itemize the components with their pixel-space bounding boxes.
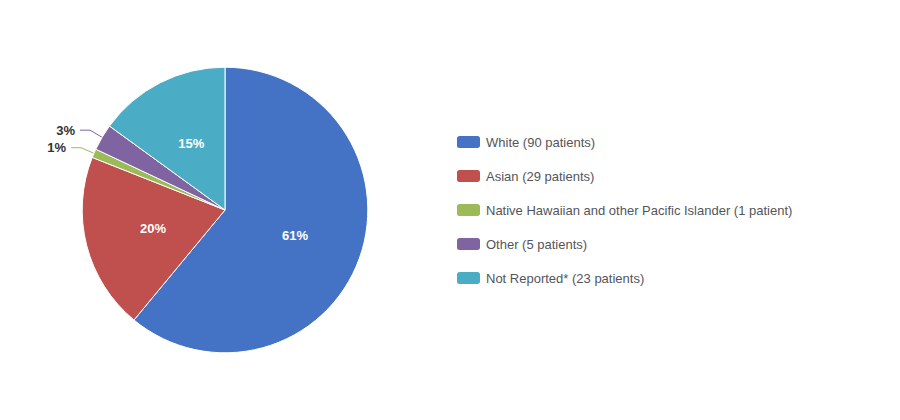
svg-text:Not Reported* (23 patients): Not Reported* (23 patients) [486,271,644,286]
svg-text:White (90 patients): White (90 patients) [486,135,595,150]
svg-text:61%: 61% [282,228,308,243]
svg-text:Other (5 patients): Other (5 patients) [486,237,587,252]
svg-text:3%: 3% [56,123,75,138]
svg-text:15%: 15% [178,136,204,151]
svg-text:20%: 20% [140,221,166,236]
svg-text:Native Hawaiian and other Paci: Native Hawaiian and other Pacific Island… [486,203,792,218]
svg-text:Asian (29 patients): Asian (29 patients) [486,169,594,184]
svg-text:1%: 1% [47,140,66,155]
